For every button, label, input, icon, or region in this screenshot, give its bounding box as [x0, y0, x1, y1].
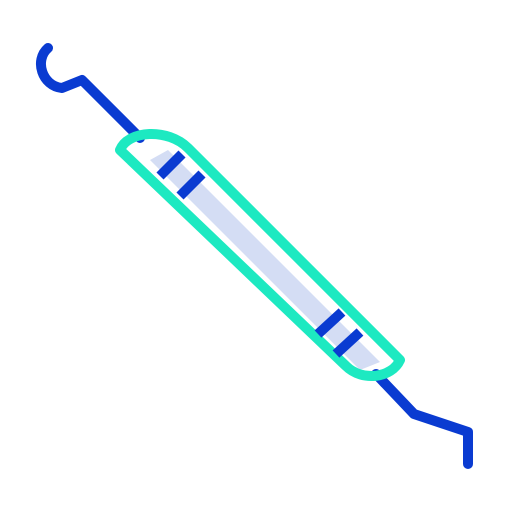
lower-angled-tip	[371, 369, 473, 469]
upper-hook-tip	[35, 43, 145, 143]
handle-inner-fill	[150, 150, 380, 370]
grip-band-upper-2	[176, 170, 206, 200]
handle-outline	[115, 129, 405, 381]
grip-band-lower-2	[332, 328, 364, 358]
grip-band-upper-1	[156, 150, 186, 180]
grip-band-lower-1	[314, 308, 346, 338]
